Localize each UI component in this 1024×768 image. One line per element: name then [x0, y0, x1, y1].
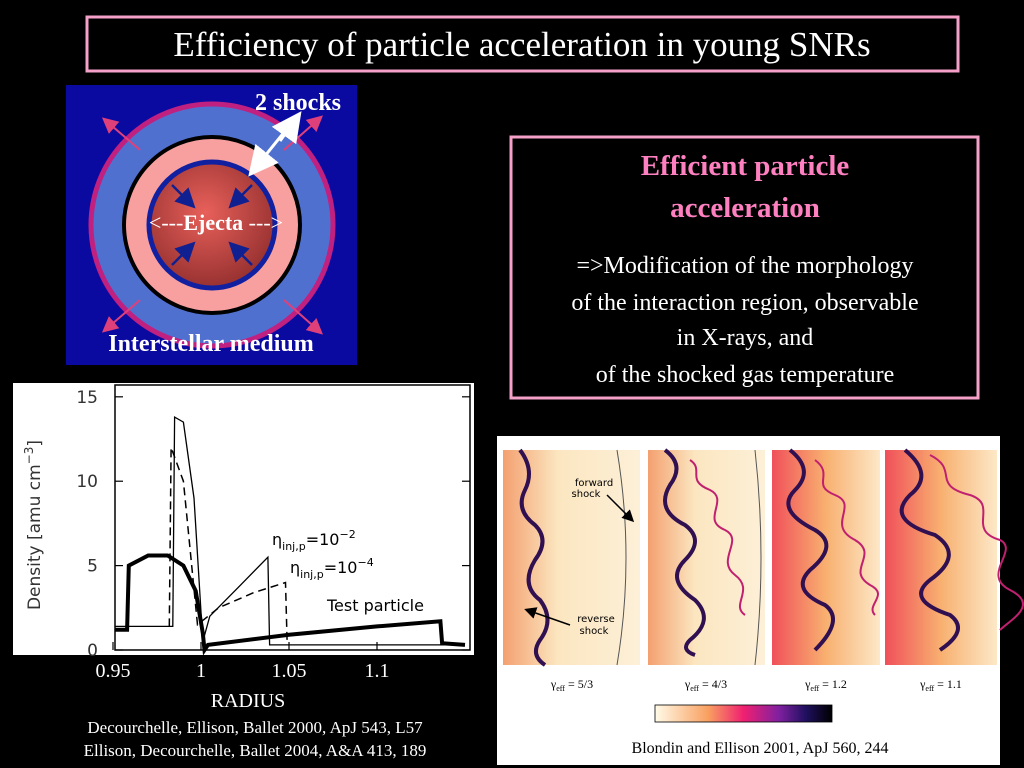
label-text: = 1.1	[934, 677, 962, 691]
label-symbol: γ	[684, 677, 691, 691]
panel-label: γeff = 4/3	[684, 677, 727, 693]
ann-sup: −4	[357, 556, 373, 569]
ann-text: =10	[306, 530, 340, 549]
info-heading: Efficient particle	[641, 150, 850, 182]
info-line: of the interaction region, observable	[571, 290, 918, 316]
info-box	[509, 135, 980, 400]
arrow-text: <---	[149, 210, 183, 235]
label-sub: eff	[810, 684, 819, 693]
x-tick-label: 0.95	[96, 660, 131, 682]
label-text: = 1.2	[819, 677, 847, 691]
simulation-figure	[497, 436, 1024, 765]
plot: 0 5 10 15 0.95 1 1.05 1.1	[76, 388, 470, 682]
annotation: ηinj,p=10−4	[290, 556, 374, 581]
label-text: = 5/3	[565, 677, 593, 691]
info-heading: acceleration	[670, 192, 820, 224]
shocks-label: 2 shocks	[255, 90, 341, 116]
image-citation: Blondin and Ellison 2001, ApJ 560, 244	[632, 740, 889, 757]
panel-label: γeff = 1.1	[919, 677, 962, 693]
medium-label: Interstellar medium	[108, 331, 314, 357]
panel-label: γeff = 5/3	[550, 677, 593, 693]
snr-diagram: 2 shocks <---Ejecta ---> Interstellar me…	[66, 85, 357, 365]
y-tick-label: 5	[87, 557, 98, 577]
ann-sup: −2	[339, 528, 355, 541]
label-sub: eff	[556, 684, 565, 693]
annotation: ηinj,p=10−2	[272, 528, 356, 553]
ann-text: =10	[324, 558, 358, 577]
y-tick-label: 10	[76, 472, 98, 492]
reverse-label: shock	[580, 626, 609, 637]
citation: Ellison, Decourchelle, Ballet 2004, A&A …	[84, 741, 427, 760]
label-sub: eff	[925, 684, 934, 693]
y-tick-label: 15	[76, 388, 98, 408]
panel-label: γeff = 1.2	[804, 677, 847, 693]
ann-symbol: η	[290, 558, 300, 577]
plot-frame	[114, 384, 471, 651]
citation: Decourchelle, Ellison, Ballet 2000, ApJ …	[87, 718, 423, 737]
title-box	[85, 15, 960, 73]
data-line	[168, 447, 288, 645]
label-symbol: γ	[550, 677, 557, 691]
colorbar	[654, 704, 833, 723]
info-line: in X-rays, and	[677, 325, 814, 351]
label-sub: eff	[690, 684, 699, 693]
data-line	[114, 415, 465, 646]
x-axis-label: RADIUS	[211, 690, 285, 712]
x-tick-label: 1.05	[272, 660, 307, 682]
reverse-label: reverse	[577, 614, 615, 625]
arrow-text: --->	[243, 210, 283, 235]
label-text: = 4/3	[699, 677, 727, 691]
label-text: Density [amu cm	[25, 464, 45, 610]
label-symbol: γ	[919, 677, 926, 691]
chart-background	[13, 383, 474, 655]
ann-sub: inj,p	[300, 568, 324, 581]
info-line: of the shocked gas temperature	[596, 362, 895, 388]
label-text: ]	[25, 440, 45, 447]
forward-label: forward	[575, 478, 613, 489]
y-axis-label: Density [amu cm−3]	[22, 440, 45, 610]
slide-title: Efficiency of particle acceleration in y…	[173, 25, 870, 64]
label-sup: −3	[22, 447, 36, 465]
info-line: =>Modification of the morphology	[576, 253, 913, 279]
y-tick-label: 0	[87, 641, 98, 661]
label-symbol: γ	[804, 677, 811, 691]
x-tick-label: 1.1	[365, 660, 390, 682]
ejecta-label: <---Ejecta --->	[149, 210, 283, 235]
forward-label: shock	[572, 489, 601, 500]
ann-symbol: η	[272, 530, 282, 549]
ann-sub: inj,p	[282, 540, 306, 553]
ejecta-text: Ejecta	[183, 210, 243, 235]
annotation: Test particle	[326, 596, 424, 615]
x-tick-label: 1	[196, 660, 206, 682]
